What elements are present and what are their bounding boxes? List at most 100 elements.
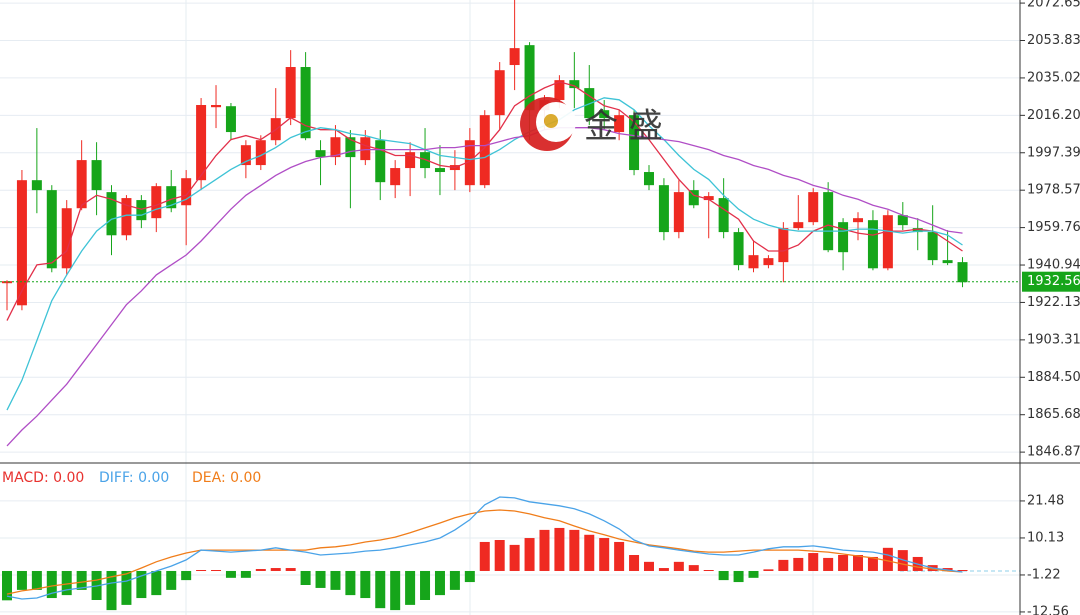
- last-price-box: [1022, 271, 1080, 292]
- candle-body: [166, 186, 177, 209]
- y2-tick-label: -1.22: [1027, 567, 1061, 582]
- macd-bar: [867, 556, 878, 571]
- diff-line: [6, 496, 963, 600]
- macd-bar: [957, 570, 968, 571]
- candle-body: [91, 160, 102, 191]
- macd-bar: [629, 555, 640, 571]
- candle-body: [718, 198, 729, 233]
- macd-legend: DIFF: 0.00: [99, 470, 169, 486]
- logo: [544, 114, 558, 128]
- candle-body: [882, 215, 893, 269]
- candle-body: [763, 258, 774, 266]
- candle-body: [808, 192, 819, 223]
- macd-bar: [658, 568, 669, 571]
- macd-bar: [46, 570, 57, 599]
- macd-bar: [285, 568, 296, 571]
- macd-bar: [599, 538, 610, 571]
- macd-bar: [569, 529, 580, 571]
- candle-body: [464, 140, 475, 186]
- macd-bar: [211, 570, 222, 571]
- y2-tick-label: 21.48: [1027, 493, 1064, 508]
- macd-bar: [763, 569, 774, 571]
- y-tick-label: 1846.87: [1027, 445, 1080, 460]
- candle-body: [300, 67, 311, 139]
- macd-bar: [420, 570, 431, 600]
- macd-bar: [494, 540, 505, 571]
- y-tick-label: 1865.68: [1027, 407, 1080, 422]
- y-tick-label: 2053.83: [1027, 33, 1080, 48]
- candle-body: [76, 160, 87, 209]
- candle-body: [2, 281, 12, 284]
- macd-bar: [166, 570, 177, 590]
- candle-body: [121, 198, 132, 236]
- candle-body: [255, 140, 266, 166]
- candle-body: [748, 255, 759, 269]
- macd-bar: [240, 570, 251, 578]
- macd-bar: [554, 527, 565, 571]
- macd-bar: [838, 555, 849, 571]
- macd-bar: [106, 570, 117, 611]
- y-tick-label: 1959.76: [1027, 220, 1080, 235]
- candle-body: [225, 106, 236, 133]
- candle-body: [434, 168, 445, 173]
- candle-body: [46, 190, 57, 269]
- candle-body: [330, 137, 341, 158]
- candle-body: [867, 220, 878, 269]
- y2-tick-label: 10.13: [1027, 530, 1064, 545]
- macd-bar: [539, 529, 550, 571]
- macd-bar: [181, 570, 192, 581]
- candle-body: [838, 222, 849, 253]
- y2-tick-label: -12.56: [1027, 604, 1069, 615]
- macd-bar: [360, 570, 371, 599]
- candle-body: [927, 232, 938, 261]
- last-price-label: 1932.56: [1027, 274, 1080, 289]
- macd-bar: [853, 555, 864, 571]
- candle-body: [405, 152, 416, 169]
- candle-body: [494, 70, 505, 116]
- macd-bar: [823, 557, 834, 571]
- candle-body: [554, 80, 565, 101]
- candle-body: [569, 80, 580, 89]
- candle-body: [151, 186, 162, 219]
- macd-legend: MACD: 0.00: [2, 470, 84, 486]
- candle-body: [375, 140, 386, 183]
- macd-bar: [748, 570, 759, 578]
- ma-line: [6, 127, 963, 447]
- ma-line: [6, 81, 963, 321]
- macd-bar: [375, 570, 386, 609]
- macd-bar: [405, 570, 416, 605]
- macd-bar: [270, 568, 281, 571]
- candle-body: [524, 45, 535, 111]
- candle-body: [61, 208, 72, 269]
- macd-bar: [584, 534, 595, 571]
- macd-bar: [808, 553, 819, 571]
- candle-body: [285, 67, 296, 119]
- candle-body: [673, 192, 684, 233]
- candle-body: [823, 192, 834, 251]
- macd-bar: [225, 570, 236, 578]
- candle-body: [509, 48, 520, 66]
- macd-bar: [733, 570, 744, 583]
- candle-body: [793, 222, 804, 229]
- y-tick-label: 1940.94: [1027, 258, 1080, 273]
- y-tick-label: 1978.57: [1027, 183, 1080, 198]
- macd-bar: [524, 538, 535, 571]
- y-tick-label: 1903.31: [1027, 332, 1080, 347]
- macd-bar: [643, 561, 654, 571]
- macd-bar: [390, 570, 401, 611]
- dea-line: [6, 509, 963, 595]
- macd-bar: [16, 570, 27, 590]
- macd-bar: [718, 570, 729, 581]
- macd-bar: [31, 570, 42, 590]
- candle-body: [599, 110, 610, 119]
- candle-body: [643, 172, 654, 186]
- candle-body: [479, 115, 490, 186]
- macd-bar: [76, 570, 87, 590]
- macd-bar: [61, 570, 72, 596]
- candle-body: [181, 178, 192, 206]
- data-layer: [0, 0, 1020, 611]
- candle-body: [390, 168, 401, 186]
- candle-body: [240, 145, 251, 166]
